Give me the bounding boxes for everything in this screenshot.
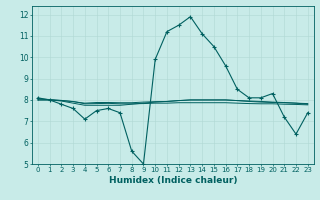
X-axis label: Humidex (Indice chaleur): Humidex (Indice chaleur): [108, 176, 237, 185]
